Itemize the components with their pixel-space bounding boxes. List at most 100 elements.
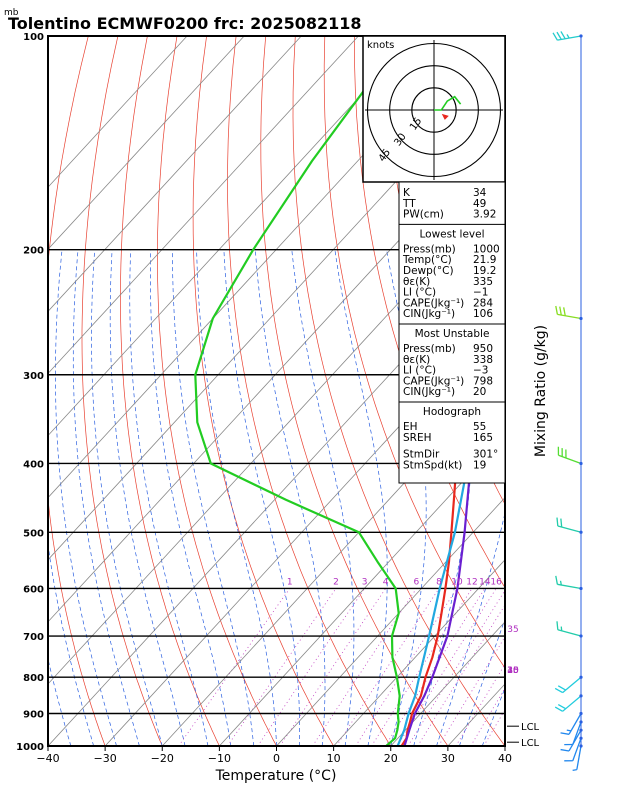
- wind-barb-half: [566, 34, 570, 39]
- mixing-ratio-label: 3: [362, 577, 368, 587]
- index-value: 1000: [473, 243, 500, 255]
- index-label: K: [403, 187, 411, 199]
- wind-barb-flag: [563, 307, 566, 316]
- index-value: 335: [473, 276, 493, 288]
- lcl-markers: LCL LCL: [507, 722, 540, 749]
- mixing-ratio-axis-label: Mixing Ratio (g/kg): [533, 325, 549, 457]
- dry-adiabat: [48, 36, 106, 746]
- isotherm: [48, 36, 188, 188]
- dewpoint-line: [194, 36, 406, 746]
- dry-adiabat: [561, 36, 618, 746]
- wind-barb-flag: [560, 732, 570, 735]
- dry-adiabat: [192, 36, 334, 746]
- pressure-tick-label: 600: [23, 584, 44, 595]
- wind-barb: [572, 744, 583, 772]
- wind-barb-flag: [560, 748, 570, 752]
- index-label: CIN(Jkg⁻¹): [403, 386, 455, 398]
- wind-barb-dot: [579, 675, 583, 679]
- wind-barb-flag: [554, 687, 563, 694]
- moist-adiabat: [334, 249, 388, 746]
- wind-barb-dot: [579, 694, 583, 698]
- wind-barb: [552, 31, 583, 41]
- moist-adiabat: [386, 249, 427, 746]
- temperature-tick-label: −10: [208, 752, 231, 765]
- mixing-ratio-label: 8: [436, 577, 442, 587]
- wind-barb-flag: [559, 306, 562, 316]
- index-label: Temp(°C): [402, 254, 452, 266]
- indices-table: K 34 TT 49 PW(cm) 3.92 Lowest level Press(mb) 10…: [399, 187, 505, 471]
- pressure-tick-label: 800: [23, 673, 44, 684]
- mixing-ratio-label: 1: [287, 577, 293, 587]
- dry-adiabat: [157, 36, 277, 746]
- moist-adiabat: [172, 249, 255, 746]
- wind-barb-flag: [554, 706, 563, 712]
- temperature-tick-label: 10: [327, 752, 341, 765]
- mixing-ratio-label: 14: [479, 577, 491, 587]
- mixing-ratio-line: [470, 687, 505, 746]
- index-value: 950: [473, 343, 493, 355]
- temperature-tick-label: 30: [441, 752, 455, 765]
- temperature-tick-label: −40: [36, 752, 59, 765]
- wind-barb-staff: [557, 525, 582, 533]
- isotherm: [333, 559, 505, 746]
- index-label: PW(cm): [403, 209, 444, 221]
- dry-adiabat: [591, 36, 618, 746]
- wind-barb: [556, 621, 583, 638]
- storm-motion-arrow: [441, 113, 449, 120]
- pressure-tick-label: 400: [23, 459, 44, 470]
- isotherm: [48, 36, 416, 437]
- wind-barb-dot: [579, 316, 583, 321]
- wind-barb-dot: [579, 34, 583, 38]
- indices-frame: [398, 181, 506, 484]
- wind-barb-flag: [556, 31, 562, 40]
- index-label: Dewp(°C): [403, 265, 454, 277]
- temperature-tick-label: 0: [273, 752, 280, 765]
- lcl-label: LCL: [521, 722, 540, 733]
- index-label: StmSpd(kt): [403, 459, 462, 471]
- index-label: CAPE(Jkg⁻¹): [403, 375, 464, 387]
- wind-barb-dot: [579, 586, 583, 591]
- wind-barb-flag: [552, 32, 558, 41]
- index-value: 301°: [473, 449, 498, 461]
- index-label: CIN(Jkg⁻¹): [403, 308, 455, 320]
- index-section-header: Most Unstable: [415, 328, 490, 340]
- moist-adiabat: [196, 249, 277, 746]
- wind-barb-dot: [579, 720, 583, 724]
- wind-barb-dot: [579, 744, 583, 748]
- wind-barb-dot: [579, 530, 583, 534]
- isotherm: [276, 497, 505, 746]
- index-value: 19.2: [473, 265, 496, 277]
- index-value: −3: [473, 365, 488, 377]
- index-value: 106: [473, 308, 493, 320]
- index-label: LI (°C): [403, 365, 436, 377]
- moist-adiabat: [55, 249, 117, 746]
- index-section-header: Lowest level: [419, 228, 484, 240]
- moist-adiabat: [291, 249, 355, 746]
- isotherm: [48, 248, 505, 746]
- moist-adiabat: [48, 657, 72, 746]
- wind-barb-dot: [579, 736, 583, 740]
- wind-barb: [557, 446, 583, 466]
- pressure-tick-label: 300: [23, 371, 44, 382]
- mixing-ratio-label: 4: [383, 577, 389, 587]
- wind-barb-flag: [560, 31, 566, 40]
- mixing-ratio-label: 6: [414, 577, 420, 587]
- index-label: EH: [403, 421, 418, 433]
- pressure-tick-label: 900: [23, 710, 44, 721]
- index-section-header: Hodograph: [423, 406, 481, 418]
- mixing-ratio-label: 12: [466, 577, 477, 587]
- dry-adiabat: [227, 36, 392, 746]
- moist-adiabat: [254, 249, 326, 746]
- x-axis-label: Temperature (°C): [215, 768, 337, 784]
- index-label: Press(mb): [403, 343, 456, 355]
- mixing-ratio-line: [483, 708, 505, 746]
- wind-barb: [564, 736, 583, 762]
- isotherm: [504, 745, 505, 746]
- mixing-ratio-line: [355, 588, 458, 746]
- moist-adiabat: [504, 745, 505, 746]
- isotherm: [48, 186, 505, 685]
- mixing-ratio-label: 40: [507, 666, 519, 676]
